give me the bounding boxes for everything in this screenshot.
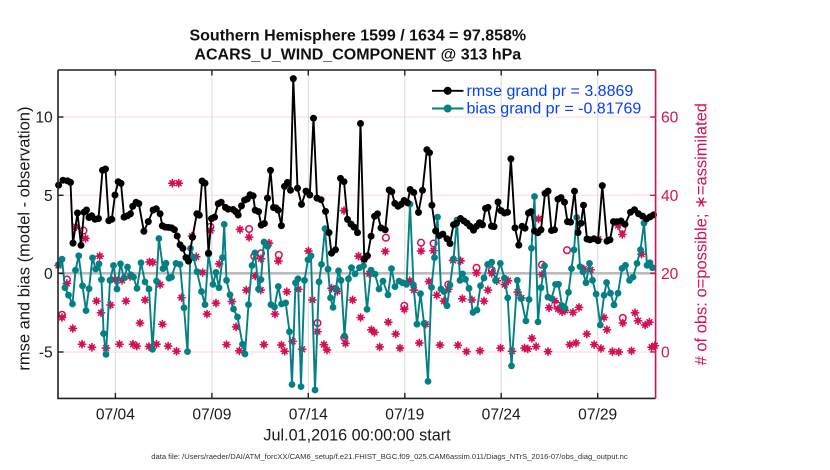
svg-text:07/29: 07/29 (578, 407, 617, 424)
svg-text:data file: /Users/raeder/DAI/A: data file: /Users/raeder/DAI/ATM_forcXX/… (151, 452, 628, 461)
svg-text:rmse and bias (model - observa: rmse and bias (model - observation) (15, 107, 33, 371)
svg-text:5: 5 (44, 188, 53, 205)
svg-text:10: 10 (35, 110, 53, 127)
svg-text:0: 0 (44, 266, 53, 283)
svg-text:bias grand pr = -0.81769: bias grand pr = -0.81769 (467, 101, 642, 118)
svg-text:0: 0 (661, 345, 670, 362)
svg-text:20: 20 (661, 266, 679, 283)
svg-text:07/14: 07/14 (289, 407, 328, 424)
svg-text:# of obs: o=possible; ∗=assimi: # of obs: o=possible; ∗=assimilated (692, 103, 710, 365)
svg-text:60: 60 (661, 110, 679, 127)
svg-text:rmse grand pr = 3.8869: rmse grand pr = 3.8869 (467, 83, 634, 100)
svg-text:Jul.01,2016 00:00:00 start: Jul.01,2016 00:00:00 start (263, 426, 451, 444)
svg-text:07/19: 07/19 (385, 407, 424, 424)
svg-text:ACARS_U_WIND_COMPONENT @ 313 h: ACARS_U_WIND_COMPONENT @ 313 hPa (194, 47, 521, 64)
svg-text:-5: -5 (39, 345, 53, 362)
svg-text:07/24: 07/24 (482, 407, 521, 424)
svg-text:07/09: 07/09 (192, 407, 231, 424)
svg-text:40: 40 (661, 188, 679, 205)
svg-text:07/04: 07/04 (96, 407, 135, 424)
svg-text:Southern Hemisphere 1599 / 163: Southern Hemisphere 1599 / 1634 = 97.858… (189, 27, 526, 44)
